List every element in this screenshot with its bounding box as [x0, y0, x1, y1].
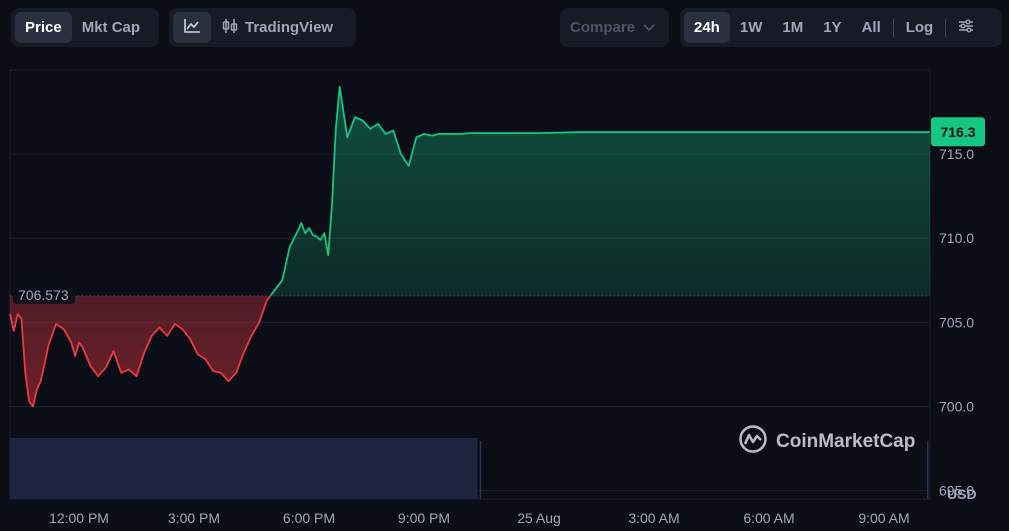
- x-tick-label: 25 Aug: [517, 510, 561, 526]
- candlestick-icon: [221, 18, 239, 38]
- range-1y[interactable]: 1Y: [823, 19, 842, 36]
- range-1w[interactable]: 1W: [739, 19, 763, 36]
- tradingview-button[interactable]: TradingView: [211, 12, 343, 43]
- x-tick-label: 3:00 AM: [628, 510, 679, 526]
- chevron-down-icon: [643, 19, 655, 36]
- separator: [945, 18, 947, 37]
- price-line-up: [269, 85, 930, 296]
- line-chart-button[interactable]: [173, 12, 211, 43]
- time-range-selector: 24h 1W 1M 1Y All Log: [680, 8, 1002, 47]
- area-below-reference: [10, 295, 930, 407]
- area-above-reference: [270, 86, 930, 296]
- coinmarketcap-watermark: CoinMarketCap: [738, 424, 915, 460]
- log-scale-button[interactable]: Log: [905, 19, 934, 36]
- compare-label: Compare: [570, 19, 636, 36]
- volume-band: [10, 438, 478, 499]
- volume-bar: [927, 441, 929, 499]
- current-price-tag: [931, 117, 985, 147]
- y-unit-label: USD: [947, 486, 977, 502]
- volume-bars: [10, 438, 929, 499]
- volume-bar: [479, 441, 482, 499]
- range-all[interactable]: All: [861, 19, 881, 36]
- watermark-text: CoinMarketCap: [776, 431, 916, 452]
- sliders-icon: [958, 19, 974, 37]
- y-tick-label: 715.0: [939, 146, 974, 162]
- y-tick-label: 705.0: [939, 314, 974, 330]
- x-tick-label: 9:00 AM: [858, 510, 909, 526]
- x-tick-label: 6:00 PM: [283, 510, 335, 526]
- x-tick-label: 3:00 PM: [168, 510, 220, 526]
- y-tick-label: 700.0: [939, 398, 974, 414]
- range-1m[interactable]: 1M: [782, 19, 804, 36]
- reference-price-label: 706.573: [18, 287, 69, 303]
- line-chart-icon: [183, 18, 201, 38]
- separator: [892, 18, 894, 37]
- chart-style-toggle: TradingView: [169, 8, 356, 47]
- range-24h[interactable]: 24h: [684, 12, 730, 43]
- x-tick-label: 6:00 AM: [743, 510, 794, 526]
- y-tick-label: 695.0: [939, 483, 974, 499]
- compare-dropdown[interactable]: Compare: [560, 8, 669, 47]
- reference-label-bg: [13, 283, 75, 304]
- coinmarketcap-logo-icon: [738, 424, 768, 460]
- price-line-down: [9, 295, 272, 408]
- chart-settings-button[interactable]: [948, 12, 984, 43]
- tradingview-label: TradingView: [245, 19, 334, 36]
- current-price-label: 716.3: [940, 124, 975, 140]
- x-tick-label: 9:00 PM: [398, 510, 450, 526]
- x-tick-label: 12:00 PM: [49, 510, 109, 526]
- tab-mkt-cap[interactable]: Mkt Cap: [81, 19, 141, 36]
- x-axis: 12:00 PM 3:00 PM 6:00 PM 9:00 PM 25 Aug 3:00 …: [49, 510, 910, 526]
- y-tick-label: 710.0: [939, 230, 974, 246]
- tab-price[interactable]: Price: [15, 12, 72, 43]
- price-mktcap-toggle: Price Mkt Cap: [11, 8, 159, 47]
